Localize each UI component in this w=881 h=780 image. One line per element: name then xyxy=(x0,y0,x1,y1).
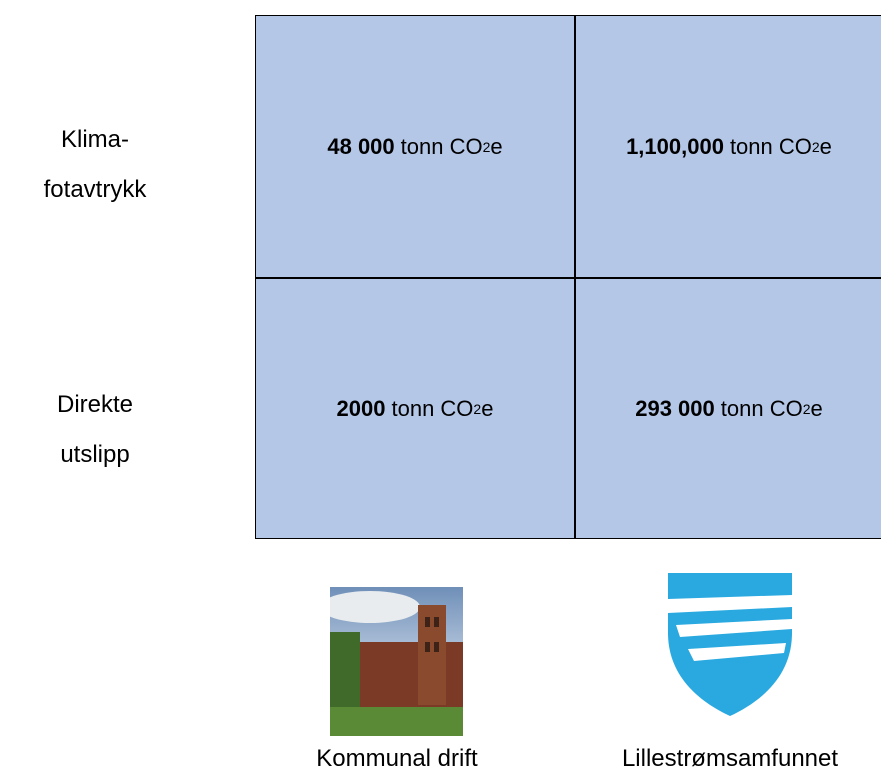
page: Klima-fotavtrykk Direkteutslipp 48 000 to… xyxy=(0,0,881,780)
cell-value: 48 000 xyxy=(327,134,394,160)
cell-sub: 2 xyxy=(812,139,820,155)
cell-suffix: e xyxy=(481,396,493,422)
cell-sub: 2 xyxy=(483,139,491,155)
cell-sub: 2 xyxy=(473,401,481,417)
column-label: Lillestrømsamfunnet xyxy=(590,745,870,773)
cell-unit: tonn CO xyxy=(730,134,812,160)
cell-suffix: e xyxy=(820,134,832,160)
cell-sub: 2 xyxy=(803,401,811,417)
town-hall-photo xyxy=(330,587,463,736)
row-label-line: fotavtrykk xyxy=(0,165,190,215)
cell-suffix: e xyxy=(490,134,502,160)
row-label: Klima-fotavtrykk xyxy=(0,115,190,215)
municipality-shield xyxy=(668,573,792,717)
row-label-line: utslipp xyxy=(0,430,190,480)
cell-unit: tonn CO xyxy=(391,396,473,422)
cell-value: 1,100,000 xyxy=(626,134,724,160)
cell-unit: tonn CO xyxy=(401,134,483,160)
cell-suffix: e xyxy=(811,396,823,422)
cell-value: 293 000 xyxy=(635,396,715,422)
cell-unit: tonn CO xyxy=(721,396,803,422)
column-label: Kommunal drift xyxy=(257,745,537,773)
cell-value: 2000 xyxy=(337,396,386,422)
row-label-line: Klima- xyxy=(0,115,190,165)
row-label-line: Direkte xyxy=(0,380,190,430)
